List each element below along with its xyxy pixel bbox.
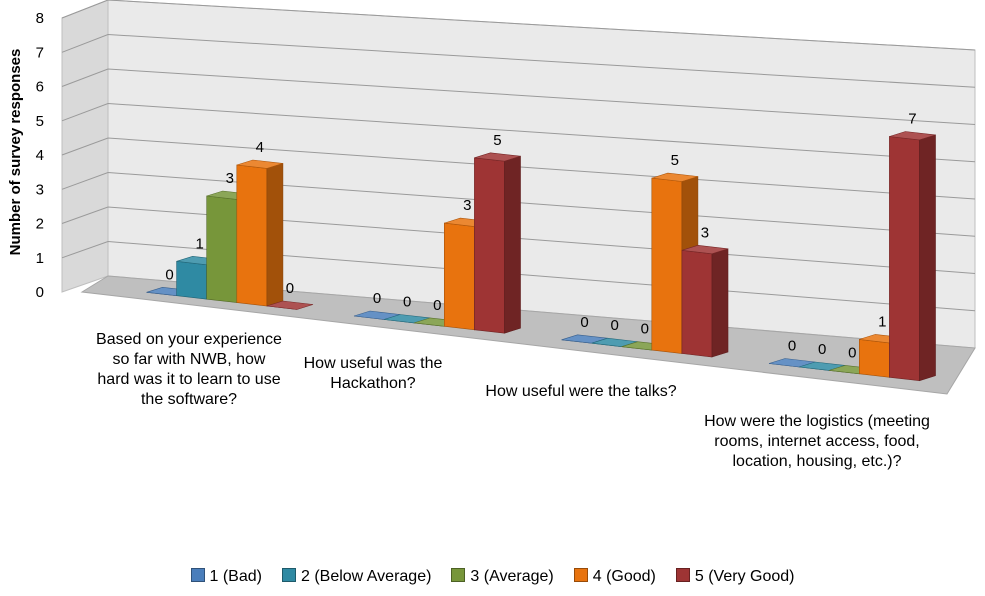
data-label: 0 xyxy=(165,266,173,283)
data-label: 0 xyxy=(403,294,411,311)
y-tick-label: 8 xyxy=(36,10,44,27)
data-label: 0 xyxy=(641,321,649,338)
gridline xyxy=(61,0,976,51)
y-tick-label: 1 xyxy=(36,250,44,267)
bar xyxy=(236,159,284,307)
data-label: 0 xyxy=(848,344,856,361)
legend: 1 (Bad) 2 (Below Average) 3 (Average) 4 (Go… xyxy=(0,568,985,586)
data-label: 0 xyxy=(611,317,619,334)
legend-swatch xyxy=(573,568,588,582)
gridline xyxy=(61,33,976,88)
y-tick-label: 5 xyxy=(36,113,44,130)
data-label: 1 xyxy=(196,235,204,252)
data-label: 0 xyxy=(818,341,826,358)
data-label: 1 xyxy=(878,313,886,330)
data-labels: 0 1 3 4 0 0 0 0 3 5 0 0 0 5 3 0 0 0 1 7 xyxy=(165,111,916,362)
gridline xyxy=(61,68,976,125)
data-label: 0 xyxy=(286,280,294,297)
legend-item: 1 (Bad) xyxy=(190,568,262,586)
y-tick-label: 2 xyxy=(36,216,44,233)
legend-label: 5 (Very Good) xyxy=(694,568,795,585)
bars xyxy=(146,131,936,382)
y-tick-label: 6 xyxy=(36,79,44,96)
data-label: 0 xyxy=(373,290,381,307)
data-label: 0 xyxy=(580,314,588,331)
data-label: 5 xyxy=(671,152,679,169)
data-label: 0 xyxy=(788,338,796,355)
bar xyxy=(681,244,729,358)
legend-swatch xyxy=(281,568,296,582)
y-axis-label: Number of survey responses xyxy=(7,49,24,256)
category-label: How useful was the Hackathon? xyxy=(303,355,443,392)
legend-label: 2 (Below Average) xyxy=(300,568,432,585)
data-label: 3 xyxy=(463,197,471,214)
bar xyxy=(889,131,936,382)
legend-item: 3 (Average) xyxy=(451,568,554,586)
gridline xyxy=(61,102,976,163)
legend-item: 2 (Below Average) xyxy=(281,568,432,586)
y-axis-ticks: 0 1 2 3 4 5 6 7 8 xyxy=(36,10,44,301)
category-label: Based on your experience so far with NWB… xyxy=(96,331,282,408)
legend-item: 5 (Very Good) xyxy=(675,568,795,586)
legend-label: 1 (Bad) xyxy=(209,568,262,585)
y-tick-label: 4 xyxy=(36,147,44,164)
data-label: 4 xyxy=(256,139,264,156)
legend-swatch xyxy=(675,568,690,582)
y-tick-label: 0 xyxy=(36,284,44,301)
legend-swatch xyxy=(190,568,205,582)
legend-label: 3 (Average) xyxy=(470,568,554,585)
bar xyxy=(474,152,521,334)
category-label: How useful were the talks? xyxy=(485,383,677,400)
legend-item: 4 (Good) xyxy=(573,568,656,586)
legend-swatch xyxy=(451,568,466,582)
data-label: 3 xyxy=(701,224,709,241)
data-label: 3 xyxy=(226,170,234,187)
y-tick-label: 7 xyxy=(36,44,44,61)
data-label: 7 xyxy=(908,111,916,128)
legend-label: 4 (Good) xyxy=(592,568,656,585)
data-label: 0 xyxy=(433,297,441,314)
y-tick-label: 3 xyxy=(36,181,44,198)
category-label: How were the logistics (meeting rooms, i… xyxy=(704,413,930,470)
bar xyxy=(266,300,314,310)
data-label: 5 xyxy=(493,132,501,149)
